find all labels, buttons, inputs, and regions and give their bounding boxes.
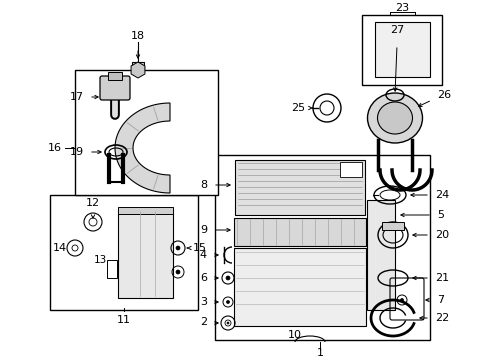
Bar xyxy=(132,62,143,70)
Bar xyxy=(50,195,198,310)
Text: 19: 19 xyxy=(70,147,84,157)
Text: 9: 9 xyxy=(200,225,206,235)
Text: 13: 13 xyxy=(94,255,107,265)
Text: 2: 2 xyxy=(200,317,206,327)
Text: 12: 12 xyxy=(86,198,100,208)
Text: 6: 6 xyxy=(200,273,206,283)
Ellipse shape xyxy=(367,93,422,143)
Text: 7: 7 xyxy=(436,295,443,305)
Text: 23: 23 xyxy=(394,3,408,13)
Text: 25: 25 xyxy=(290,103,305,113)
FancyBboxPatch shape xyxy=(100,76,130,100)
Ellipse shape xyxy=(377,102,412,134)
Text: 4: 4 xyxy=(200,250,206,260)
Text: 1: 1 xyxy=(316,348,323,358)
Circle shape xyxy=(226,301,229,303)
Bar xyxy=(118,207,173,214)
Bar xyxy=(215,155,429,340)
Text: 17: 17 xyxy=(70,92,84,102)
Text: 20: 20 xyxy=(434,230,448,240)
Text: 16: 16 xyxy=(48,143,62,153)
Bar xyxy=(235,160,364,215)
Text: 22: 22 xyxy=(434,313,448,323)
Bar xyxy=(118,210,173,298)
Bar xyxy=(107,260,117,278)
Text: 5: 5 xyxy=(436,210,443,220)
Bar xyxy=(234,248,365,326)
Text: 15: 15 xyxy=(193,243,206,253)
Bar xyxy=(234,218,365,246)
Text: 11: 11 xyxy=(117,315,131,325)
Bar xyxy=(339,162,361,177)
Text: 27: 27 xyxy=(389,25,403,35)
Circle shape xyxy=(176,270,180,274)
Polygon shape xyxy=(115,103,170,193)
Circle shape xyxy=(176,246,180,250)
Text: 14: 14 xyxy=(53,243,67,253)
Text: 3: 3 xyxy=(200,297,206,307)
Bar xyxy=(361,15,441,85)
Text: 24: 24 xyxy=(434,190,448,200)
Bar xyxy=(366,200,394,310)
Text: 8: 8 xyxy=(200,180,206,190)
Circle shape xyxy=(226,322,228,324)
Bar xyxy=(75,70,218,195)
Text: 18: 18 xyxy=(131,31,145,41)
Polygon shape xyxy=(131,62,144,78)
Bar xyxy=(108,72,122,80)
Text: 26: 26 xyxy=(436,90,450,100)
Bar xyxy=(374,22,429,77)
Text: 10: 10 xyxy=(287,330,302,340)
Circle shape xyxy=(225,276,229,280)
Circle shape xyxy=(400,298,403,302)
Text: 21: 21 xyxy=(434,273,448,283)
Bar xyxy=(381,222,403,230)
